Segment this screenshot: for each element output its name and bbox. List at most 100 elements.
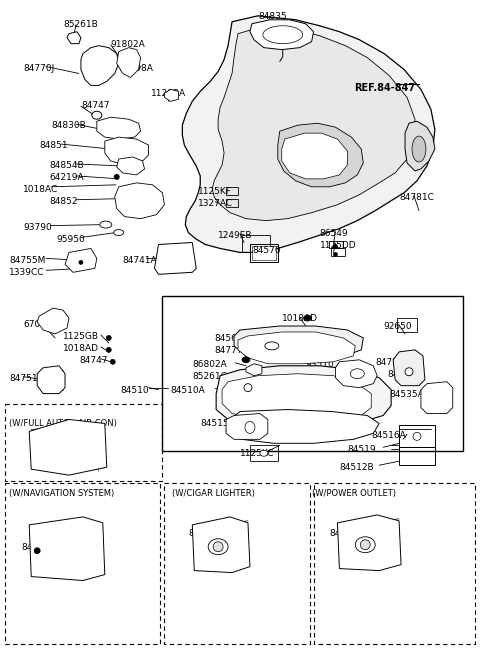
- Ellipse shape: [244, 384, 252, 392]
- Text: 84777D: 84777D: [214, 346, 250, 355]
- Text: 1018AC: 1018AC: [23, 185, 59, 194]
- Polygon shape: [192, 517, 250, 572]
- Text: 84535A: 84535A: [389, 390, 424, 399]
- Ellipse shape: [334, 252, 337, 256]
- Polygon shape: [81, 46, 119, 85]
- Ellipse shape: [213, 542, 223, 552]
- Polygon shape: [250, 20, 313, 50]
- Bar: [250, 445, 278, 461]
- Ellipse shape: [106, 335, 111, 341]
- Polygon shape: [282, 133, 348, 179]
- Text: 1018AD: 1018AD: [63, 344, 99, 353]
- Polygon shape: [226, 413, 268, 440]
- Bar: [252, 246, 276, 261]
- Polygon shape: [337, 515, 401, 571]
- Polygon shape: [222, 374, 371, 421]
- Polygon shape: [67, 31, 81, 44]
- Polygon shape: [115, 183, 165, 219]
- Ellipse shape: [79, 261, 83, 265]
- Text: 85261B: 85261B: [63, 20, 98, 29]
- Ellipse shape: [260, 450, 268, 457]
- Text: 84510A: 84510A: [170, 386, 205, 395]
- Text: 84570: 84570: [329, 529, 358, 538]
- Polygon shape: [182, 16, 435, 252]
- Text: 84747: 84747: [79, 356, 108, 365]
- Ellipse shape: [92, 111, 102, 119]
- Text: 93510: 93510: [306, 360, 335, 369]
- Polygon shape: [336, 360, 377, 388]
- Text: 93790: 93790: [23, 223, 52, 232]
- Polygon shape: [216, 365, 391, 428]
- Text: 1129BA: 1129BA: [151, 89, 186, 98]
- Text: (W/NAVIGATION SYSTEM): (W/NAVIGATION SYSTEM): [9, 489, 115, 498]
- Ellipse shape: [413, 432, 421, 440]
- Text: 84570: 84570: [188, 529, 217, 538]
- Bar: [5, 483, 160, 644]
- Polygon shape: [37, 365, 65, 394]
- Bar: [332, 248, 346, 256]
- Text: 84835: 84835: [258, 12, 287, 21]
- Ellipse shape: [114, 229, 124, 236]
- Text: 84751B: 84751B: [9, 374, 44, 383]
- Ellipse shape: [405, 367, 413, 376]
- Bar: [226, 198, 238, 207]
- Ellipse shape: [355, 537, 375, 553]
- Ellipse shape: [114, 174, 119, 179]
- Text: REF.84-847: REF.84-847: [354, 83, 416, 94]
- Text: 1125KF: 1125KF: [198, 187, 232, 196]
- Text: 1018AD: 1018AD: [282, 314, 318, 323]
- Text: 84560A: 84560A: [214, 334, 249, 343]
- Bar: [399, 447, 435, 465]
- Polygon shape: [117, 48, 141, 77]
- Text: (W/FULL AUTO - AIR CON): (W/FULL AUTO - AIR CON): [9, 419, 117, 428]
- Text: 84515E: 84515E: [200, 419, 235, 428]
- Bar: [165, 483, 310, 644]
- Text: 86802A: 86802A: [192, 360, 227, 369]
- Bar: [226, 187, 238, 195]
- Ellipse shape: [360, 540, 370, 550]
- Bar: [313, 483, 475, 644]
- Text: 84755M: 84755M: [9, 256, 46, 265]
- Text: 1125DD: 1125DD: [320, 240, 356, 250]
- Bar: [329, 240, 343, 248]
- Polygon shape: [393, 350, 425, 386]
- Bar: [397, 318, 417, 332]
- Bar: [399, 426, 435, 447]
- Text: 95950: 95950: [56, 234, 85, 244]
- Text: 85261C: 85261C: [192, 372, 227, 381]
- Bar: [242, 234, 270, 252]
- Text: 84512B: 84512B: [339, 463, 374, 472]
- Text: 1125KC: 1125KC: [240, 449, 275, 458]
- Polygon shape: [29, 517, 105, 580]
- Text: 84830B: 84830B: [51, 121, 86, 130]
- Ellipse shape: [100, 221, 112, 228]
- Text: 84854B: 84854B: [49, 161, 84, 170]
- Ellipse shape: [34, 548, 40, 553]
- Ellipse shape: [263, 26, 302, 44]
- Text: (W/CIGAR LIGHTER): (W/CIGAR LIGHTER): [172, 489, 255, 498]
- Polygon shape: [29, 419, 107, 475]
- Polygon shape: [117, 157, 144, 175]
- Polygon shape: [226, 409, 379, 443]
- Ellipse shape: [245, 421, 255, 434]
- Polygon shape: [65, 248, 97, 272]
- Text: 84741A: 84741A: [21, 543, 56, 552]
- Bar: [250, 244, 278, 263]
- Text: 84851: 84851: [39, 141, 68, 150]
- Text: 84852: 84852: [49, 196, 78, 206]
- Ellipse shape: [208, 539, 228, 555]
- Polygon shape: [155, 242, 196, 274]
- Ellipse shape: [304, 315, 312, 321]
- Text: 1125GB: 1125GB: [63, 332, 99, 341]
- Polygon shape: [405, 121, 435, 171]
- Text: 1327AC: 1327AC: [198, 198, 233, 208]
- Text: 91802A: 91802A: [111, 40, 145, 48]
- Text: 64219A: 64219A: [49, 173, 84, 182]
- Text: 1249EB: 1249EB: [218, 231, 252, 240]
- Ellipse shape: [106, 347, 111, 352]
- Text: 84751R: 84751R: [375, 358, 410, 367]
- Text: 84747: 84747: [387, 370, 416, 379]
- Text: 86800A: 86800A: [292, 392, 326, 401]
- Polygon shape: [212, 28, 415, 221]
- Ellipse shape: [242, 357, 250, 363]
